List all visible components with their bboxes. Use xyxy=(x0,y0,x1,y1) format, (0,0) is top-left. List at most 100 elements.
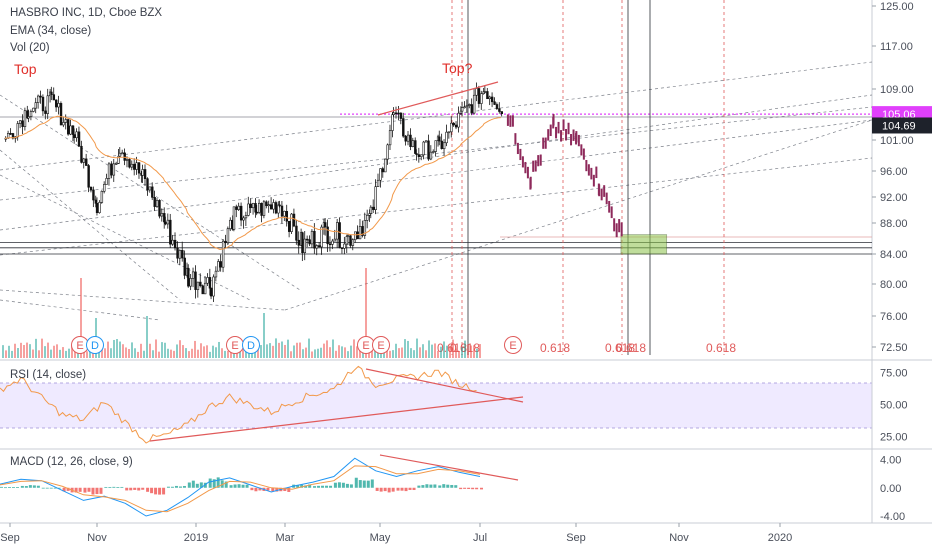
candle-body xyxy=(254,203,257,213)
volume-bar xyxy=(347,351,349,358)
candle-body xyxy=(160,213,164,217)
candle-body xyxy=(285,210,289,222)
macd-histogram-bar xyxy=(191,480,195,488)
candle-body xyxy=(369,206,373,214)
candle-body xyxy=(384,158,387,173)
volume-bar xyxy=(185,348,187,358)
volume-bar xyxy=(464,340,466,358)
candle-body xyxy=(85,158,88,166)
candle-body xyxy=(454,124,458,128)
volume-bar xyxy=(431,344,433,358)
candle-body xyxy=(80,145,83,163)
volume-bar xyxy=(137,351,139,358)
volume-bar xyxy=(362,350,364,358)
annotation-top-right: Top? xyxy=(442,60,473,76)
fib-label: 0.618 xyxy=(706,341,736,355)
projection-bar xyxy=(598,184,601,197)
event-marker-label: E xyxy=(76,340,83,352)
volume-bar xyxy=(170,349,172,358)
candle-body xyxy=(71,125,75,135)
macd-histogram-bar xyxy=(433,484,437,488)
candle-body xyxy=(166,219,170,225)
projection-bar xyxy=(610,206,613,219)
macd-histogram-bar xyxy=(216,477,220,488)
volume-bar xyxy=(290,351,292,358)
time-tick-label: Sep xyxy=(0,532,20,544)
macd-histogram-bar xyxy=(212,479,216,488)
macd-histogram-bar xyxy=(12,487,15,489)
volume-bar xyxy=(416,338,418,358)
price-tick-label: 92.00 xyxy=(880,192,908,204)
macd-histogram-bar xyxy=(83,487,87,493)
candle-body xyxy=(73,134,76,139)
macd-histogram-bar xyxy=(24,486,28,488)
macd-histogram-bar xyxy=(421,485,425,488)
volume-bar xyxy=(50,349,52,358)
projection-bar xyxy=(615,223,618,238)
volume-bar xyxy=(323,343,325,358)
macd-histogram-bar xyxy=(454,485,458,488)
macd-histogram-bar xyxy=(325,485,329,488)
candle-body xyxy=(123,152,126,161)
candle-body xyxy=(171,239,174,245)
projection-bar xyxy=(557,121,560,134)
candle-body xyxy=(290,213,293,232)
macd-histogram-bar xyxy=(16,487,19,488)
volume-bar xyxy=(125,347,127,358)
projection-bar xyxy=(613,218,616,232)
time-tick-label: Jul xyxy=(473,532,487,544)
candle-body xyxy=(303,238,307,253)
volume-bar xyxy=(398,348,400,358)
candle-body xyxy=(399,112,403,119)
candle-body xyxy=(447,131,451,134)
macd-histogram-bar xyxy=(408,487,412,490)
volume-bar xyxy=(62,347,64,358)
projection-bar xyxy=(585,160,588,172)
macd-histogram-bar xyxy=(404,487,408,492)
volume-bar xyxy=(134,348,136,358)
candle-body xyxy=(94,199,98,204)
macd-histogram-bar xyxy=(166,486,170,488)
event-marker xyxy=(242,336,260,354)
candle-body xyxy=(361,226,364,236)
candle-body xyxy=(477,88,481,104)
macd-histogram-bar xyxy=(245,484,249,488)
macd-histogram-bar xyxy=(104,486,108,488)
volume-bar xyxy=(68,348,70,358)
candle-body xyxy=(438,136,441,142)
volume-bar xyxy=(245,350,247,358)
projection-bar xyxy=(575,131,578,143)
time-tick-label: Mar xyxy=(276,532,295,544)
volume-bar xyxy=(338,345,340,358)
macd-histogram-bar xyxy=(463,487,467,489)
candle-body xyxy=(44,110,47,114)
macd-histogram-bar xyxy=(237,484,241,488)
volume-bar xyxy=(29,344,31,358)
candle-body xyxy=(176,247,179,259)
candle-body xyxy=(338,222,341,248)
volume-bar xyxy=(146,316,148,358)
macd-histogram-bar xyxy=(391,487,395,492)
time-tick-label: Sep xyxy=(566,532,586,544)
macd-histogram-bar xyxy=(87,487,91,492)
macd-histogram-bar xyxy=(438,485,442,488)
projection-bar xyxy=(608,200,611,213)
candle-body xyxy=(50,91,53,95)
candle-body xyxy=(450,122,453,133)
volume-bar xyxy=(140,343,142,358)
volume-bar xyxy=(242,344,244,358)
volume-bar xyxy=(455,348,457,358)
macd-histogram-bar xyxy=(162,487,166,495)
projection-bar xyxy=(565,129,568,141)
macd-histogram-bar xyxy=(137,487,141,491)
rsi-tick-label: 75.00 xyxy=(880,368,908,380)
projection-bar xyxy=(516,142,519,155)
volume-bar xyxy=(341,346,343,358)
candle-body xyxy=(465,105,469,108)
volume-bar xyxy=(344,347,346,358)
volume-bar xyxy=(26,342,28,358)
volume-bar xyxy=(149,343,151,358)
macd-histogram-bar xyxy=(379,487,383,492)
candle-body xyxy=(470,104,473,114)
volume-bar xyxy=(356,346,358,358)
